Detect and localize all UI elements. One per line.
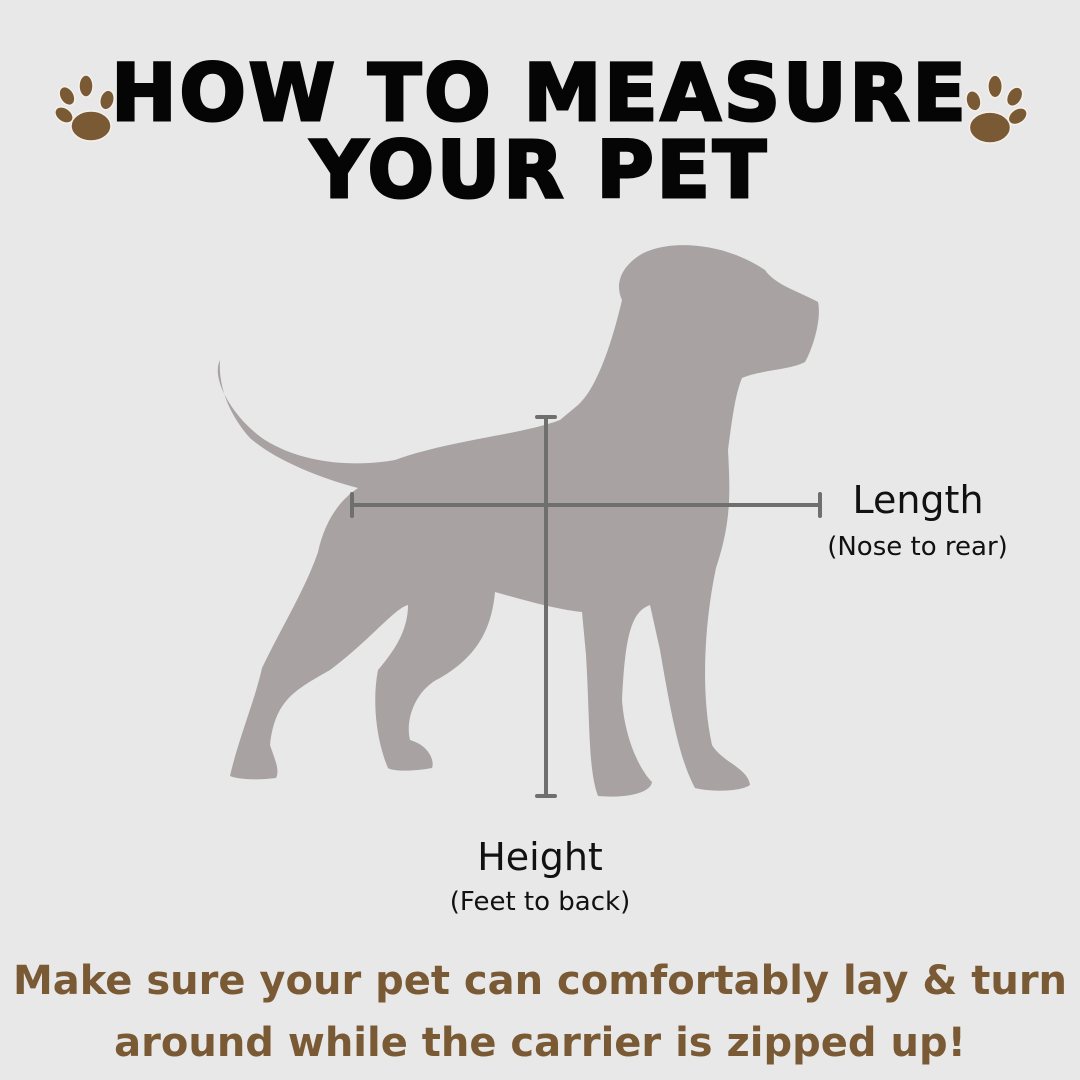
height-label: Height	[477, 835, 603, 879]
title-line-2: YOUR PET	[309, 126, 770, 216]
title-line-1: HOW TO MEASURE	[110, 49, 969, 139]
dog-silhouette	[217, 245, 819, 797]
instruction-note: Make sure your pet can comfortably lay &…	[0, 950, 1080, 1074]
length-label: Length	[852, 478, 984, 522]
paw-print-icon	[55, 74, 115, 142]
height-sublabel: (Feet to back)	[449, 887, 631, 917]
note-line-1: Make sure your pet can comfortably lay &…	[12, 958, 1068, 1004]
length-sublabel: (Nose to rear)	[827, 532, 1008, 562]
note-line-2: around while the carrier is zipped up!	[114, 1020, 966, 1066]
paw-print-icon	[965, 74, 1028, 144]
